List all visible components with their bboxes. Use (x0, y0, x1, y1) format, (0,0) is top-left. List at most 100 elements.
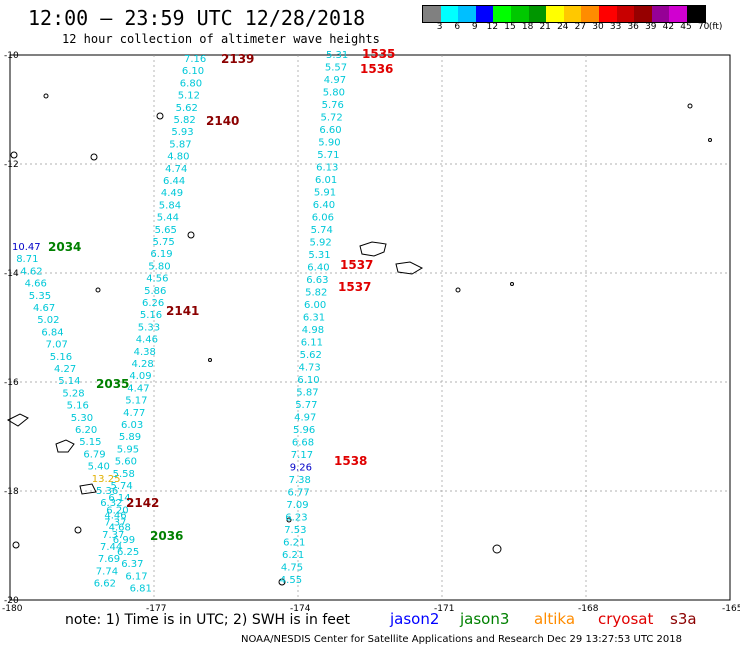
wave-height-value: 6.37 (121, 559, 143, 570)
track-left-values: 10.478.714.624.665.354.675.026.847.075.1… (12, 242, 152, 595)
color-swatch (563, 6, 582, 22)
wave-height-value: 5.95 (117, 444, 139, 455)
color-swatch (423, 6, 441, 22)
color-swatch (598, 6, 617, 22)
wave-height-value: 5.80 (148, 261, 170, 272)
wave-height-value: 5.92 (310, 238, 332, 249)
lon-tick-label: -168 (578, 604, 599, 614)
track-center-values: 7.166.106.80 5.125.625.825.935.87 4.804.74… (94, 54, 207, 590)
wave-height-value: 5.57 (325, 63, 347, 74)
wave-height-value: 5.96 (293, 425, 315, 436)
wave-height-value: 5.77 (295, 400, 317, 411)
color-swatch (634, 6, 652, 22)
island-19 (510, 282, 514, 286)
color-scale-label: 18 (521, 22, 534, 32)
color-scale-label: 39 (645, 22, 657, 32)
wave-height-value: 4.56 (146, 274, 168, 285)
wave-height-value: 6.21 (282, 550, 304, 561)
wave-height-value: 6.21 (283, 538, 305, 549)
legend-altika: altika (534, 610, 576, 628)
wave-height-value: 6.14 (108, 493, 130, 504)
lon-tick-label: -165 (722, 604, 740, 614)
wave-height-value: 6.79 (83, 449, 105, 460)
pass-time-label: 2034 (48, 240, 81, 254)
color-swatch (493, 6, 511, 22)
wave-height-value: 4.62 (20, 266, 42, 277)
pass-time-label: 2035 (96, 377, 129, 391)
pass-time-label: 2036 (150, 529, 183, 543)
legend-jason3: jason3 (460, 610, 510, 628)
wave-height-value: 5.62 (176, 103, 198, 114)
island-18 (208, 358, 212, 362)
color-scale-label: 9 (471, 22, 478, 32)
island-13 (278, 578, 286, 586)
wave-height-value: 5.82 (305, 288, 327, 299)
wave-height-value: 7.44 (100, 542, 122, 553)
wave-height-value: 4.98 (302, 325, 324, 336)
wave-height-value: 4.77 (123, 408, 145, 419)
legend-cryosat: cryosat (598, 610, 654, 628)
wave-height-value: 4.27 (54, 364, 76, 375)
wave-height-value: 6.81 (130, 584, 152, 595)
wave-height-value: 5.36 (96, 486, 118, 497)
map-frame (9, 54, 731, 601)
wave-height-value: 6.77 (288, 488, 310, 499)
wave-height-value: 4.80 (167, 152, 189, 163)
lon-tick-label: -174 (290, 604, 311, 614)
credit-line: NOAA/NESDIS Center for Satellite Applica… (241, 634, 683, 645)
map-subtitle: 12 hour collection of altimeter wave hei… (62, 32, 380, 46)
wave-height-value: 6.20 (106, 505, 128, 516)
lat-tick-label: -16 (4, 378, 19, 388)
wave-height-value: 13.25 (92, 474, 121, 485)
pass-time-label: 2142 (126, 496, 159, 510)
wave-height-value: 4.46 (136, 335, 158, 346)
wave-height-value: 4.75 (281, 563, 303, 574)
wave-height-value: 6.60 (319, 125, 341, 136)
wave-height-value: 5.02 (37, 315, 59, 326)
color-scale-label: 6 (454, 22, 461, 32)
wave-height-value: 6.32 (100, 498, 122, 509)
color-swatch (528, 6, 547, 22)
wave-height-value: 5.31 (326, 50, 348, 61)
wave-height-value: 6.00 (304, 300, 326, 311)
color-scale-label: 42 (662, 22, 675, 32)
wave-height-value: 4.68 (109, 523, 131, 534)
wave-height-value: 6.84 (41, 327, 63, 338)
wave-height-value: 5.15 (79, 437, 101, 448)
wave-height-value: 5.84 (159, 200, 181, 211)
legend-jason2: jason2 (390, 610, 440, 628)
color-scale-bar (422, 5, 706, 23)
wave-height-value: 4.74 (165, 164, 187, 175)
wave-height-value: 5.16 (140, 310, 162, 321)
color-swatch (440, 6, 459, 22)
island-15 (708, 138, 712, 142)
island-7 (43, 93, 49, 99)
axis-ticks: -10 -12 -14 -16 -18 -20-180 -177 -174 -171 -168 -1… (2, 51, 740, 614)
wave-height-value: 5.87 (296, 388, 318, 399)
color-swatch (616, 6, 635, 22)
lat-tick-label: -14 (4, 269, 19, 279)
wave-height-value: 5.74 (311, 225, 333, 236)
color-scale-label: (ft) (708, 22, 723, 32)
island-10 (95, 287, 101, 293)
island-samoa-upolu (359, 241, 387, 257)
wave-height-value: 4.67 (33, 303, 55, 314)
wave-height-value: 10.47 (12, 242, 41, 253)
wave-height-value: 7.16 (184, 54, 206, 65)
wave-height-value: 5.16 (67, 401, 89, 412)
island-samoa-savaii (395, 261, 424, 275)
lat-tick-label: -18 (4, 487, 19, 497)
color-scale-label: 70 (697, 22, 710, 32)
wave-height-value: 6.25 (117, 547, 139, 558)
wave-height-value: 5.87 (169, 139, 191, 150)
wave-height-value: 7.17 (291, 450, 313, 461)
wave-height-value: 5.90 (318, 138, 340, 149)
wave-height-value: 9.26 (290, 463, 312, 474)
wave-height-value: 6.99 (113, 535, 135, 546)
wave-height-value: 8.71 (16, 254, 38, 265)
wave-height-value: 5.71 (317, 150, 339, 161)
wave-height-value: 6.40 (307, 263, 329, 274)
pass-time-label: 2140 (206, 114, 239, 128)
wave-height-value: 5.17 (125, 396, 147, 407)
wave-height-value: 6.11 (301, 338, 323, 349)
